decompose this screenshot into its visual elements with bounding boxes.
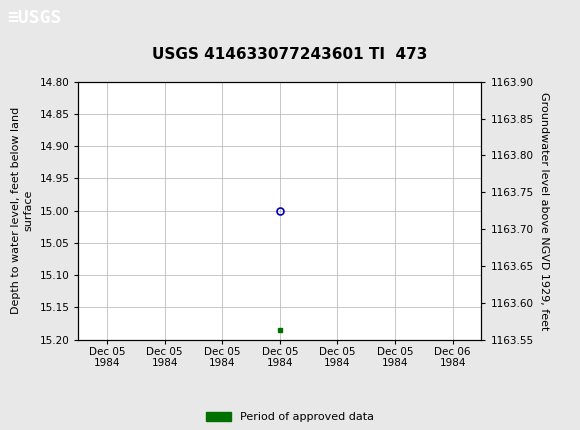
Y-axis label: Depth to water level, feet below land
surface: Depth to water level, feet below land su… <box>10 107 34 314</box>
Legend: Period of approved data: Period of approved data <box>206 412 374 422</box>
Text: ≡USGS: ≡USGS <box>7 9 61 27</box>
Y-axis label: Groundwater level above NGVD 1929, feet: Groundwater level above NGVD 1929, feet <box>539 92 549 330</box>
Text: USGS 414633077243601 TI  473: USGS 414633077243601 TI 473 <box>153 47 427 62</box>
